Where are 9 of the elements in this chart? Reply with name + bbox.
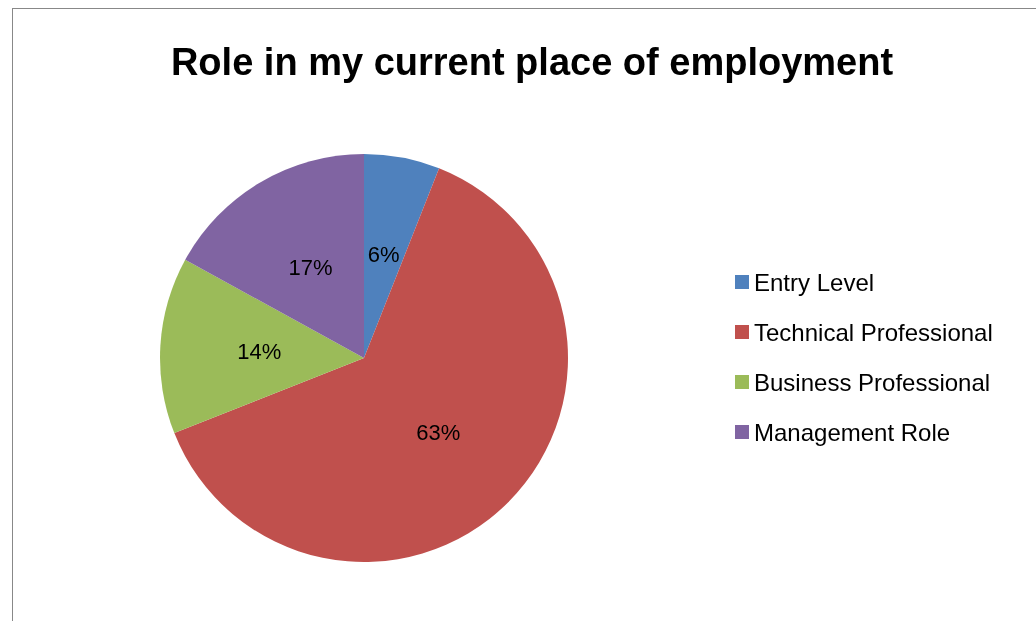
data-label: 63%	[416, 419, 461, 445]
legend-label: Technical Professional	[754, 318, 993, 346]
legend-label: Management Role	[754, 418, 951, 446]
data-label: 6%	[367, 242, 400, 268]
chart-title: Role in my current place of employment	[170, 41, 894, 83]
legend-label: Entry Level	[754, 268, 875, 296]
legend-label: Business Professional	[754, 368, 991, 396]
data-label: 14%	[237, 338, 282, 364]
data-label: 17%	[288, 255, 333, 281]
